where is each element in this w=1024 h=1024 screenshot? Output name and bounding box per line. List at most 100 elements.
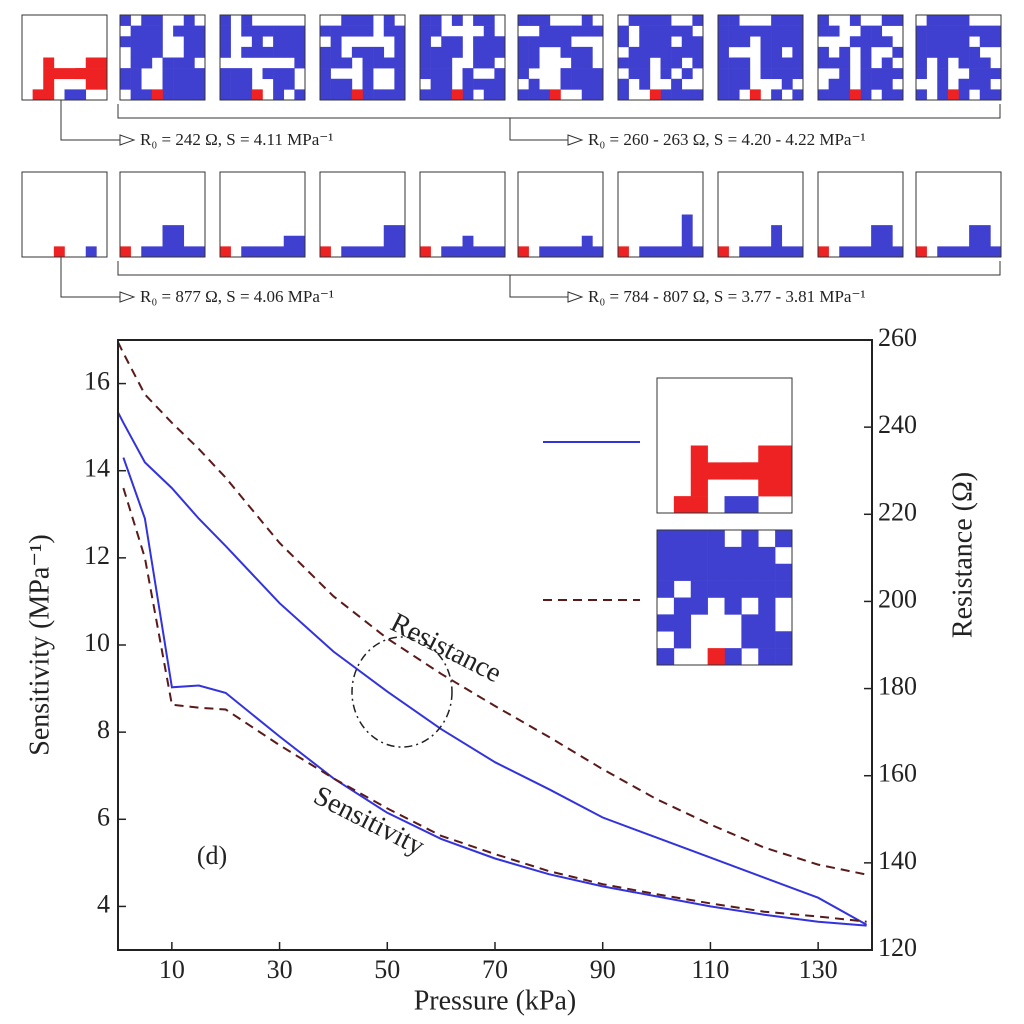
y-tick-label: 10 (84, 628, 110, 657)
pixel (690, 530, 708, 548)
thumbnail (717, 14, 804, 101)
pixel (657, 614, 675, 632)
pixel (120, 68, 131, 80)
pixel (341, 246, 406, 258)
pixel (560, 25, 572, 37)
pixel (718, 36, 729, 48)
pixel (926, 36, 938, 48)
pixel (362, 78, 374, 90)
pixel (639, 25, 651, 37)
pixel (183, 25, 195, 37)
pixel (781, 68, 793, 80)
pixel (251, 36, 263, 48)
pixel (775, 580, 793, 598)
pixel (681, 36, 693, 48)
pixel (351, 25, 363, 37)
pixel (539, 36, 551, 48)
pixel (273, 68, 285, 80)
pixel (483, 15, 495, 26)
pixel (728, 36, 740, 48)
pixel (462, 78, 474, 90)
pixel (718, 57, 729, 69)
pixel (839, 68, 851, 80)
pixel (871, 78, 883, 90)
y2-tick-label: 160 (878, 759, 917, 788)
pixel (194, 68, 206, 80)
pixel (560, 78, 572, 90)
pixel (451, 46, 463, 58)
arrow (567, 291, 584, 303)
pixel (958, 89, 970, 101)
pixel (430, 25, 442, 37)
x-axis-label: Pressure (kPa) (414, 985, 577, 1016)
pixel (162, 89, 174, 101)
x-tick-label: 90 (590, 955, 616, 984)
arrow (119, 134, 136, 146)
pixel (581, 68, 593, 80)
pixel (130, 25, 142, 37)
pixel (518, 89, 529, 101)
pixel (528, 57, 540, 69)
pixel (430, 57, 442, 69)
thumbnail (21, 14, 108, 101)
pixel (990, 25, 1002, 37)
pixel (539, 15, 551, 26)
pixel (351, 15, 363, 26)
pixel (483, 46, 495, 58)
pixel (241, 68, 253, 80)
thumbnail (119, 171, 206, 258)
pixel (839, 89, 851, 101)
thumbnail (915, 171, 1002, 258)
pixel (473, 46, 485, 58)
pixel (707, 546, 725, 565)
pixel (394, 78, 406, 90)
pixel (681, 46, 693, 58)
thumbnail-frame (617, 14, 704, 101)
pixel (618, 89, 629, 101)
pixel (230, 78, 242, 90)
pixel (420, 46, 431, 58)
pixel (739, 246, 804, 258)
thumbnail-frame (915, 171, 1002, 258)
pixel (592, 68, 604, 80)
pixel (792, 57, 804, 69)
pixel (162, 57, 174, 69)
pixel (341, 78, 353, 90)
thumbnail (21, 171, 108, 258)
pixel (839, 78, 851, 90)
pixel (937, 78, 949, 90)
pixel (394, 25, 406, 37)
pixel (926, 25, 938, 37)
pixel (979, 78, 991, 90)
pixel (173, 25, 185, 37)
pixel (892, 15, 904, 26)
pixel (758, 546, 776, 565)
pixel (792, 36, 804, 48)
pixel (947, 36, 959, 48)
pixel (151, 15, 163, 26)
pixel (618, 36, 629, 48)
thumbnail-frame (419, 14, 506, 101)
pixel (151, 25, 163, 37)
pixel (741, 462, 759, 480)
pixel (947, 15, 959, 26)
pixel (724, 563, 742, 581)
pixel (383, 25, 395, 37)
pixel (657, 546, 675, 565)
pixel (85, 57, 108, 69)
pixel (141, 36, 153, 48)
pixel (473, 78, 485, 90)
pixel (483, 36, 495, 48)
pixel (518, 246, 529, 258)
pixel (330, 89, 342, 101)
pixel (916, 57, 927, 69)
pixel (494, 68, 506, 80)
pixel (494, 36, 506, 48)
pixel (430, 68, 442, 80)
pixel (728, 78, 740, 90)
pixel (916, 89, 927, 101)
pixel (581, 57, 593, 69)
y2-tick-label: 260 (878, 323, 917, 352)
pixel (892, 89, 904, 101)
pixel (818, 246, 829, 258)
